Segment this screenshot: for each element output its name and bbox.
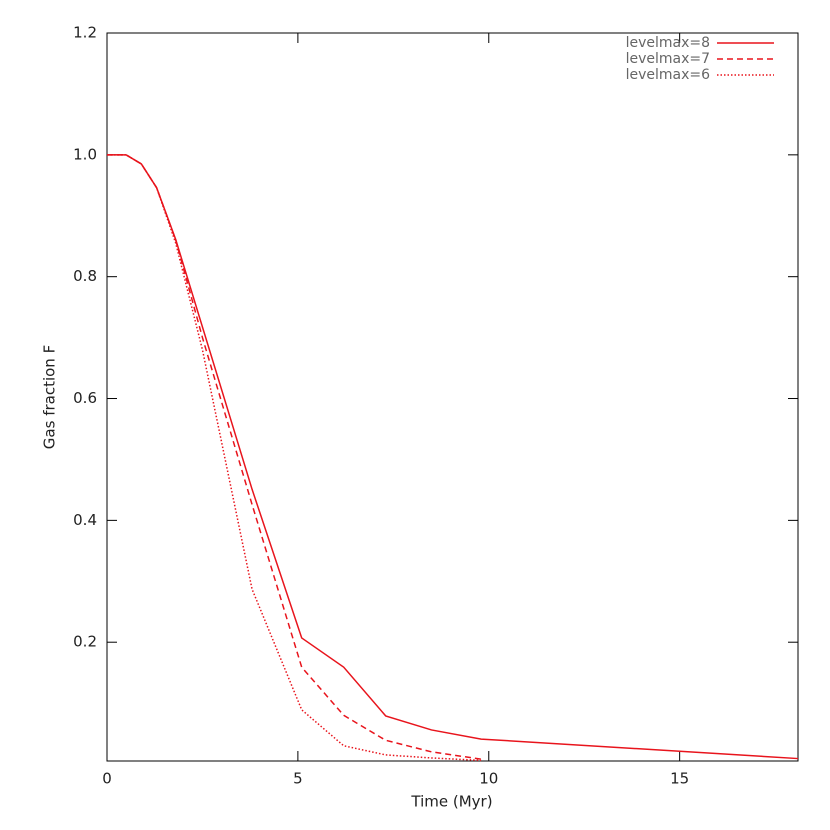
- y-tick-label: 0.2: [73, 633, 97, 651]
- y-tick-label: 0.6: [73, 389, 97, 407]
- x-tick-label: 15: [670, 770, 689, 788]
- series-line: [107, 154, 799, 760]
- series-line: [107, 154, 482, 760]
- y-tick-label: 1.0: [73, 145, 97, 163]
- x-tick-label: 5: [293, 770, 303, 788]
- y-tick-label: 1.2: [73, 24, 97, 42]
- series-line: [107, 154, 482, 762]
- y-tick-label: 0.8: [73, 267, 97, 285]
- plot-frame: [106, 32, 799, 762]
- legend-label: levelmax=6: [626, 67, 711, 83]
- legend-label: levelmax=7: [626, 51, 710, 67]
- legend-label: levelmax=8: [626, 35, 710, 51]
- y-tick-label: 0.4: [73, 511, 97, 529]
- x-axis-label: Time (Myr): [410, 793, 492, 811]
- x-tick-label: 10: [479, 770, 498, 788]
- y-axis-label: Gas fraction F: [41, 345, 59, 449]
- x-tick-label: 0: [102, 770, 112, 788]
